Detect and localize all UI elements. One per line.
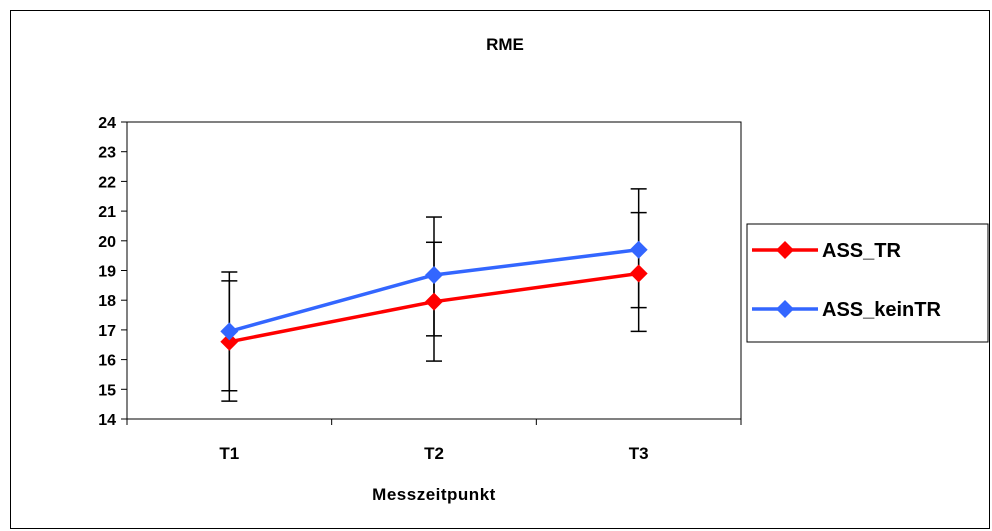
data-point-marker (629, 240, 648, 259)
y-tick-label: 19 (98, 264, 116, 281)
data-point-marker (629, 264, 648, 283)
y-tick-label: 21 (98, 204, 116, 221)
legend-label: ASS_TR (822, 240, 901, 262)
y-tick-label: 14 (98, 412, 116, 429)
y-tick-label: 23 (98, 145, 116, 162)
data-point-marker (425, 265, 443, 284)
legend-marker (776, 241, 794, 259)
x-axis-label: Messzeitpunkt (372, 485, 496, 504)
data-point-marker (425, 292, 443, 311)
y-tick-label: 16 (98, 353, 116, 370)
series-markers (220, 240, 648, 351)
y-tick-label: 24 (98, 115, 116, 132)
x-tick-label: T1 (219, 444, 239, 463)
legend-marker (776, 300, 794, 318)
data-point-marker (220, 322, 239, 341)
chart-title: RME (486, 35, 524, 54)
data-point-marker (220, 332, 239, 351)
y-tick-label: 17 (98, 323, 116, 340)
y-tick-label: 20 (98, 234, 116, 251)
legend-label: ASS_keinTR (822, 299, 941, 321)
x-axis: T1 T2 T3 (126, 419, 742, 463)
y-tick-label: 22 (98, 174, 116, 191)
x-tick-label: T2 (424, 444, 444, 463)
x-tick-label: T3 (629, 444, 649, 463)
legend: ASS_TR ASS_keinTR (746, 223, 989, 343)
y-tick-label: 18 (98, 293, 116, 310)
y-tick-label: 15 (98, 382, 116, 399)
y-axis: 14 15 16 17 18 19 20 21 22 23 24 (98, 115, 127, 429)
